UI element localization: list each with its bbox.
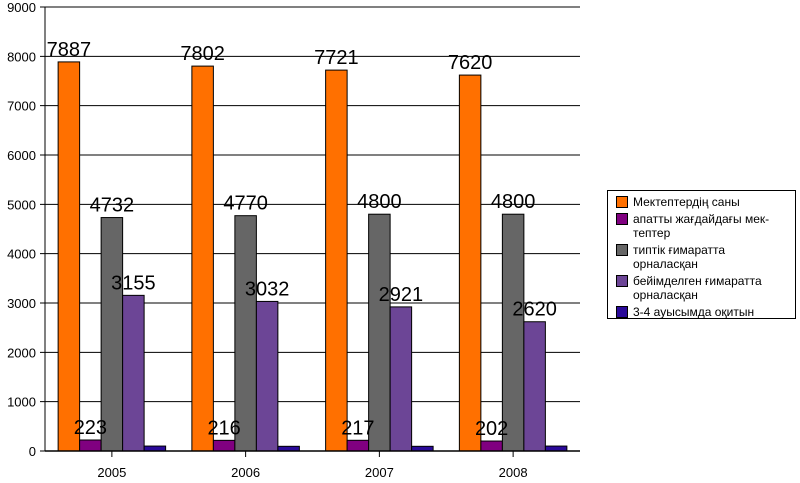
bar <box>523 321 546 452</box>
legend-swatch <box>616 196 628 208</box>
data-label: 202 <box>475 418 508 440</box>
legend-swatch <box>616 213 628 225</box>
legend-swatch <box>616 306 628 318</box>
data-label: 2921 <box>379 284 424 306</box>
data-label: 3032 <box>245 278 290 300</box>
data-label: 7802 <box>180 43 225 65</box>
legend-swatch <box>616 244 628 256</box>
data-label: 217 <box>341 417 374 439</box>
legend-item: 3-4 ауысымда оқитын <box>616 305 791 319</box>
legend-swatch <box>616 275 628 287</box>
bar <box>501 213 525 452</box>
y-tick-label: 2000 <box>7 345 36 360</box>
bar <box>255 300 279 452</box>
bar <box>79 439 102 452</box>
y-tick-label: 6000 <box>7 148 36 163</box>
bar <box>480 440 503 452</box>
data-label: 216 <box>207 417 240 439</box>
data-label: 7721 <box>314 47 359 69</box>
legend-label: апатты жағдайдағы мек- тептер <box>633 212 770 240</box>
legend-label: 3-4 ауысымда оқитын <box>633 305 755 319</box>
bar <box>389 306 413 452</box>
bar <box>346 439 370 452</box>
legend-item: бейімделген ғимаратта орналасқан <box>616 274 791 302</box>
legend-label: бейімделген ғимаратта орналасқан <box>633 274 762 302</box>
x-tick-label: 2006 <box>231 465 260 480</box>
y-tick-label: 3000 <box>7 296 36 311</box>
data-label: 3155 <box>111 272 156 294</box>
y-tick-label: 8000 <box>7 49 36 64</box>
x-tick-label: 2007 <box>365 465 394 480</box>
data-label: 4800 <box>491 191 536 213</box>
y-tick-label: 7000 <box>7 99 36 114</box>
legend-label: типтік ғимаратта орналасқан <box>633 243 726 271</box>
legend-item: апатты жағдайдағы мек- тептер <box>616 212 791 240</box>
data-label: 4732 <box>90 195 135 217</box>
data-label: 4770 <box>223 193 268 215</box>
data-label: 4800 <box>357 191 402 213</box>
legend-item: Мектептердің саны <box>616 195 791 209</box>
y-tick-label: 1000 <box>7 395 36 410</box>
data-label: 2620 <box>512 299 557 321</box>
x-tick-label: 2008 <box>499 465 528 480</box>
y-tick-label: 0 <box>29 444 36 459</box>
x-tick-label: 2005 <box>97 465 126 480</box>
legend-item: типтік ғимаратта орналасқан <box>616 243 791 271</box>
legend-label: Мектептердің саны <box>633 195 740 209</box>
bar <box>234 215 257 452</box>
data-label: 7887 <box>47 39 92 61</box>
bar <box>122 294 145 452</box>
data-label: 7620 <box>448 52 493 74</box>
y-tick-label: 4000 <box>7 247 36 262</box>
legend: Мектептердің саны апатты жағдайдағы мек- … <box>607 190 796 319</box>
bar <box>212 439 236 452</box>
y-tick-label: 5000 <box>7 197 36 212</box>
bar <box>100 217 124 452</box>
y-tick-label: 9000 <box>7 0 36 15</box>
bar <box>191 65 214 452</box>
data-label: 223 <box>74 417 107 439</box>
bar <box>57 61 81 452</box>
bar <box>368 213 391 452</box>
bar <box>325 69 348 452</box>
bar <box>458 74 482 452</box>
